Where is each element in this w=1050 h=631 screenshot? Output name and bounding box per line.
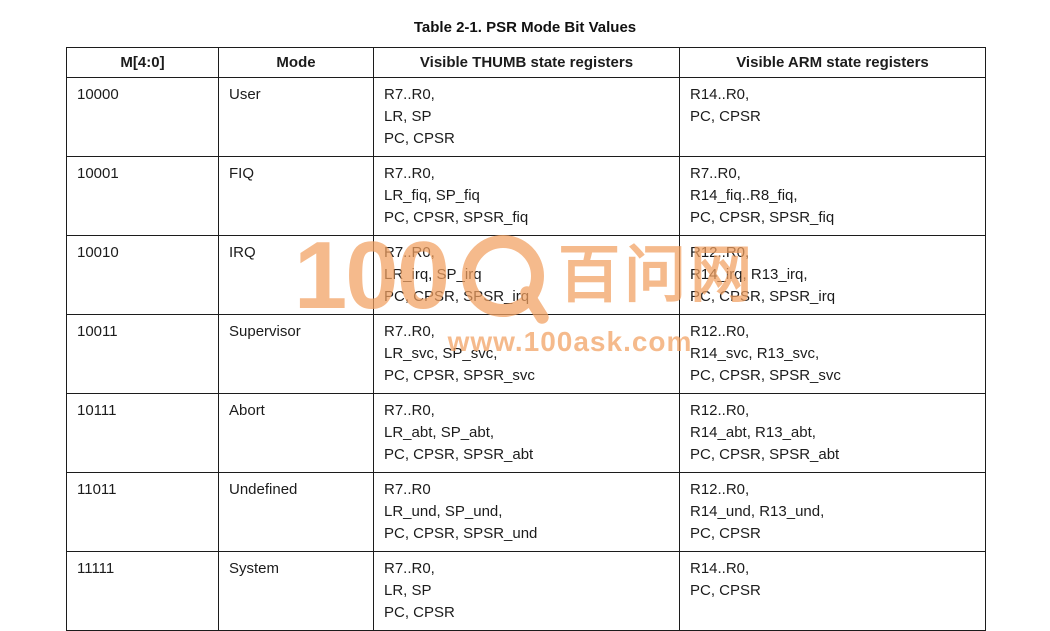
cell-m40: 10010 [66,235,219,315]
cell-mode: IRQ [218,235,374,315]
cell-mode: FIQ [218,156,374,236]
cell-arm-registers: R7..R0, R14_fiq..R8_fiq, PC, CPSR, SPSR_… [679,156,986,236]
cell-m40: 10000 [66,77,219,157]
cell-m40: 10111 [66,393,219,473]
cell-thumb-registers: R7..R0, LR_svc, SP_svc, PC, CPSR, SPSR_s… [373,314,680,394]
cell-arm-registers: R12..R0, R14_irq, R13_irq, PC, CPSR, SPS… [679,235,986,315]
table-row: 10011 Supervisor R7..R0, LR_svc, SP_svc, P… [66,314,986,394]
cell-thumb-registers: R7..R0, LR_abt, SP_abt, PC, CPSR, SPSR_a… [373,393,680,473]
header-mode: Mode [218,47,374,78]
cell-arm-registers: R12..R0, R14_und, R13_und, PC, CPSR [679,472,986,552]
cell-mode: System [218,551,374,631]
cell-m40: 10011 [66,314,219,394]
cell-thumb-registers: R7..R0 LR_und, SP_und, PC, CPSR, SPSR_un… [373,472,680,552]
cell-m40: 11111 [66,551,219,631]
table-row: 10000 User R7..R0, LR, SP PC, CPSR R14..R0,… [66,77,986,157]
cell-thumb-registers: R7..R0, LR_irq, SP_irq PC, CPSR, SPSR_ir… [373,235,680,315]
cell-m40: 11011 [66,472,219,552]
psr-mode-table: M[4:0] Mode Visible THUMB state register… [66,47,986,631]
cell-mode: Undefined [218,472,374,552]
cell-arm-registers: R14..R0, PC, CPSR [679,77,986,157]
table-row: 11111 System R7..R0, LR, SP PC, CPSR R14..R… [66,551,986,631]
header-thumb-registers: Visible THUMB state registers [373,47,680,78]
table-header: M[4:0] Mode Visible THUMB state register… [66,47,986,78]
cell-thumb-registers: R7..R0, LR, SP PC, CPSR [373,551,680,631]
cell-arm-registers: R12..R0, R14_abt, R13_abt, PC, CPSR, SPS… [679,393,986,473]
cell-m40: 10001 [66,156,219,236]
table-row: 11011 Undefined R7..R0 LR_und, SP_und, PC,… [66,472,986,552]
header-m40: M[4:0] [66,47,219,78]
header-row: M[4:0] Mode Visible THUMB state register… [66,47,986,78]
cell-thumb-registers: R7..R0, LR_fiq, SP_fiq PC, CPSR, SPSR_fi… [373,156,680,236]
cell-arm-registers: R14..R0, PC, CPSR [679,551,986,631]
cell-thumb-registers: R7..R0, LR, SP PC, CPSR [373,77,680,157]
table-row: 10111 Abort R7..R0, LR_abt, SP_abt, PC, CP… [66,393,986,473]
table-body: 10000 User R7..R0, LR, SP PC, CPSR R14..R0,… [66,77,986,631]
cell-mode: Supervisor [218,314,374,394]
table-row: 10010 IRQ R7..R0, LR_irq, SP_irq PC, CPSR,… [66,235,986,315]
table-caption: Table 2-1. PSR Mode Bit Values [413,19,637,36]
cell-mode: User [218,77,374,157]
table-row: 10001 FIQ R7..R0, LR_fiq, SP_fiq PC, CPSR,… [66,156,986,236]
cell-mode: Abort [218,393,374,473]
cell-arm-registers: R12..R0, R14_svc, R13_svc, PC, CPSR, SPS… [679,314,986,394]
header-arm-registers: Visible ARM state registers [679,47,986,78]
